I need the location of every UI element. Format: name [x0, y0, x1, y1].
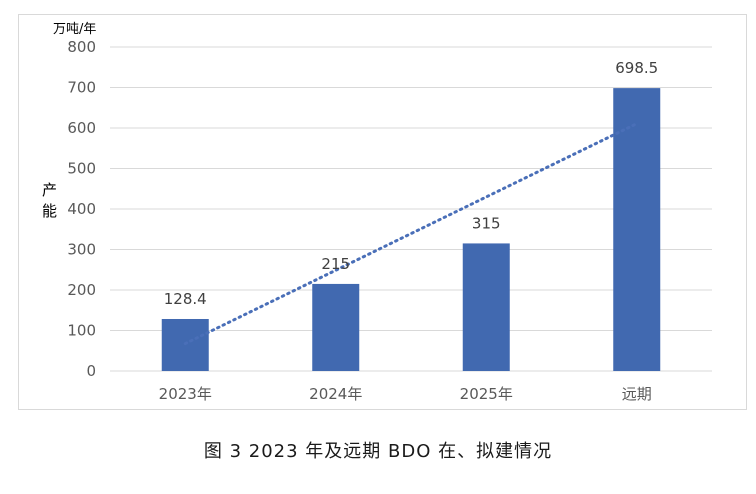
y-tick-label: 800: [67, 38, 96, 56]
y-axis-title: 产能: [42, 181, 57, 220]
y-tick-label: 300: [67, 241, 96, 259]
y-tick-label: 100: [67, 322, 96, 340]
data-label: 315: [472, 214, 501, 232]
bar: [613, 88, 661, 372]
data-label: 698.5: [615, 59, 658, 77]
x-tick-label: 2023年: [159, 385, 212, 403]
x-axis-tick-labels: 2023年 2024年 2025年 远期: [159, 385, 652, 403]
bars: [161, 88, 661, 372]
y-tick-label: 400: [67, 200, 96, 218]
figure-caption: 图 3 2023 年及远期 BDO 在、拟建情况: [203, 441, 553, 462]
trendline-layer: [183, 122, 639, 346]
y-axis-unit: 万吨/年: [53, 22, 96, 37]
x-tick-label: 2024年: [309, 385, 362, 403]
bar: [462, 243, 510, 371]
data-label: 215: [321, 255, 350, 273]
x-tick-label: 远期: [622, 385, 652, 403]
data-labels: 128.4 215 315 698.5: [164, 59, 658, 308]
bar: [312, 283, 360, 371]
trendline: [183, 122, 639, 346]
data-label: 128.4: [164, 290, 207, 308]
y-tick-label: 500: [67, 160, 96, 178]
y-tick-label: 200: [67, 281, 96, 299]
gridlines: [110, 46, 712, 372]
y-axis-tick-labels: 0 100 200 300 400 500 600 700 800: [67, 38, 96, 380]
y-tick-label: 700: [67, 79, 96, 97]
bar-chart: 0 100 200 300 400 500 600 700 800 128.4 215 315 698…: [42, 22, 712, 403]
x-tick-label: 2025年: [460, 385, 513, 403]
y-tick-label: 0: [86, 362, 96, 380]
y-tick-label: 600: [67, 119, 96, 137]
